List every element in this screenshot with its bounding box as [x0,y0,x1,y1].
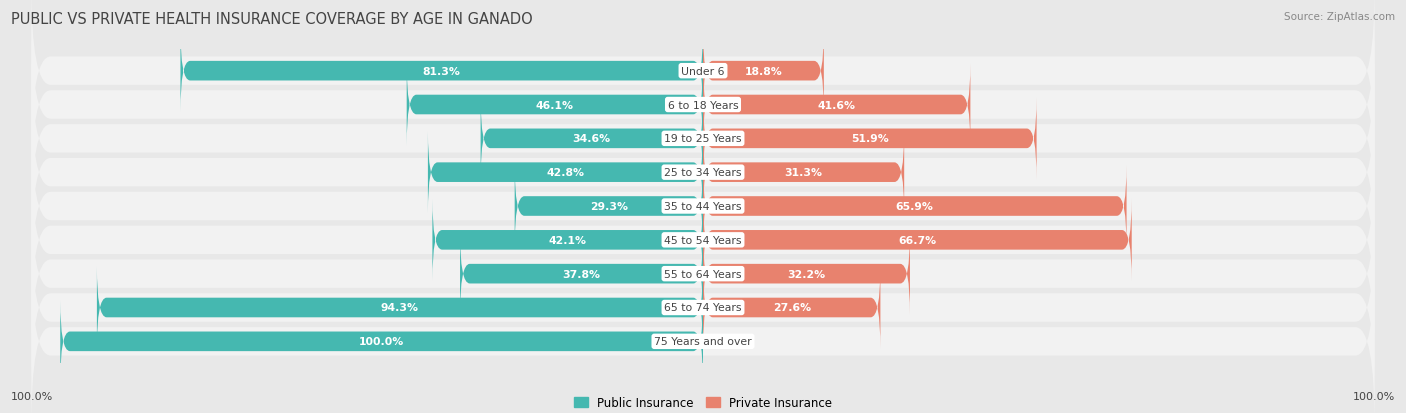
Text: 75 Years and over: 75 Years and over [654,337,752,347]
Legend: Public Insurance, Private Insurance: Public Insurance, Private Insurance [569,392,837,413]
FancyBboxPatch shape [703,199,1132,281]
Text: 27.6%: 27.6% [773,303,811,313]
Text: 65.9%: 65.9% [896,202,934,211]
FancyBboxPatch shape [703,98,1036,180]
FancyBboxPatch shape [31,221,1375,395]
FancyBboxPatch shape [703,233,910,315]
Text: 100.0%: 100.0% [1353,392,1395,401]
FancyBboxPatch shape [31,254,1375,413]
FancyBboxPatch shape [481,98,703,180]
FancyBboxPatch shape [31,52,1375,226]
Text: 19 to 25 Years: 19 to 25 Years [664,134,742,144]
FancyBboxPatch shape [60,301,703,382]
FancyBboxPatch shape [703,31,824,112]
Text: 6 to 18 Years: 6 to 18 Years [668,100,738,110]
Text: 42.8%: 42.8% [547,168,585,178]
Text: 18.8%: 18.8% [745,66,782,76]
FancyBboxPatch shape [97,267,703,349]
FancyBboxPatch shape [433,199,703,281]
Text: 32.2%: 32.2% [787,269,825,279]
FancyBboxPatch shape [180,31,703,112]
Text: 31.3%: 31.3% [785,168,823,178]
Text: 35 to 44 Years: 35 to 44 Years [664,202,742,211]
Text: 81.3%: 81.3% [423,66,461,76]
Text: 45 to 54 Years: 45 to 54 Years [664,235,742,245]
FancyBboxPatch shape [31,119,1375,294]
Text: 66.7%: 66.7% [898,235,936,245]
FancyBboxPatch shape [31,153,1375,328]
FancyBboxPatch shape [31,85,1375,260]
Text: 29.3%: 29.3% [591,202,628,211]
Text: 100.0%: 100.0% [359,337,405,347]
FancyBboxPatch shape [703,267,880,349]
FancyBboxPatch shape [31,18,1375,192]
Text: Source: ZipAtlas.com: Source: ZipAtlas.com [1284,12,1395,22]
Text: Under 6: Under 6 [682,66,724,76]
Text: 41.6%: 41.6% [818,100,856,110]
Text: 55 to 64 Years: 55 to 64 Years [664,269,742,279]
FancyBboxPatch shape [427,132,703,214]
Text: 65 to 74 Years: 65 to 74 Years [664,303,742,313]
Text: 100.0%: 100.0% [11,392,53,401]
Text: 51.9%: 51.9% [851,134,889,144]
FancyBboxPatch shape [31,187,1375,361]
FancyBboxPatch shape [703,166,1126,247]
FancyBboxPatch shape [703,132,904,214]
Text: 37.8%: 37.8% [562,269,600,279]
FancyBboxPatch shape [406,64,703,146]
Text: 25 to 34 Years: 25 to 34 Years [664,168,742,178]
FancyBboxPatch shape [703,64,970,146]
FancyBboxPatch shape [31,0,1375,159]
FancyBboxPatch shape [460,233,703,315]
Text: PUBLIC VS PRIVATE HEALTH INSURANCE COVERAGE BY AGE IN GANADO: PUBLIC VS PRIVATE HEALTH INSURANCE COVER… [11,12,533,27]
Text: 34.6%: 34.6% [572,134,610,144]
Text: 42.1%: 42.1% [548,235,586,245]
Text: 0.0%: 0.0% [713,337,742,347]
Text: 94.3%: 94.3% [381,303,419,313]
Text: 46.1%: 46.1% [536,100,574,110]
FancyBboxPatch shape [515,166,703,247]
